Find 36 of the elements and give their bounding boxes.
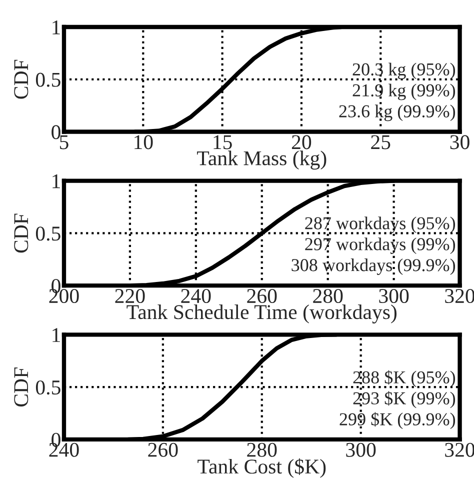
x-tick-label: 20 [292, 135, 312, 150]
x-tick-label: 300 [379, 288, 409, 304]
annotation: 308 workdays (99.9%) [292, 258, 456, 275]
x-tick-label: 280 [247, 442, 277, 457]
y-tick-label: 0 [52, 125, 60, 140]
x-tick-label: 25 [371, 135, 390, 150]
annotation: 288 $K (95%) [353, 370, 456, 388]
x-axis-title: Tank Schedule Time (workdays) [126, 304, 397, 324]
annotation: 297 workdays (99%) [305, 238, 456, 254]
y-axis-title: CDF [14, 368, 28, 406]
x-tick-label: 220 [115, 288, 145, 304]
x-tick-label: 10 [134, 135, 153, 150]
x-tick-label: 30 [450, 135, 470, 150]
y-axis-title: CDF [14, 214, 28, 253]
y-tick-label: 1 [52, 20, 60, 34]
x-tick-label: 5 [60, 135, 68, 150]
annotation: 23.6 kg (99.9%) [339, 104, 456, 122]
x-axis-title: Tank Cost ($K) [198, 458, 326, 478]
y-tick-label: 0.5 [36, 226, 60, 241]
annotation: 287 workdays (95%) [305, 216, 456, 234]
annotation: 20.3 kg (95%) [352, 62, 456, 80]
y-tick-label: 0.5 [36, 380, 60, 395]
x-axis-title: Tank Mass (kg) [197, 150, 326, 170]
y-tick-label: 1 [52, 328, 60, 342]
y-axis-title: CDF [14, 60, 28, 99]
y-tick-label: 1 [52, 174, 60, 188]
x-tick-label: 240 [181, 288, 211, 304]
x-tick-label: 260 [148, 442, 178, 457]
annotation: 293 $K (99%) [353, 391, 456, 408]
annotation: 21.9 kg (99%) [352, 84, 456, 100]
y-tick-label: 0.5 [36, 72, 60, 87]
x-tick-label: 15 [214, 135, 232, 150]
x-tick-label: 300 [346, 442, 376, 457]
x-tick-label: 280 [313, 288, 343, 304]
x-tick-label: 260 [247, 288, 277, 304]
annotation: 299 $K (99.9%) [340, 412, 456, 430]
